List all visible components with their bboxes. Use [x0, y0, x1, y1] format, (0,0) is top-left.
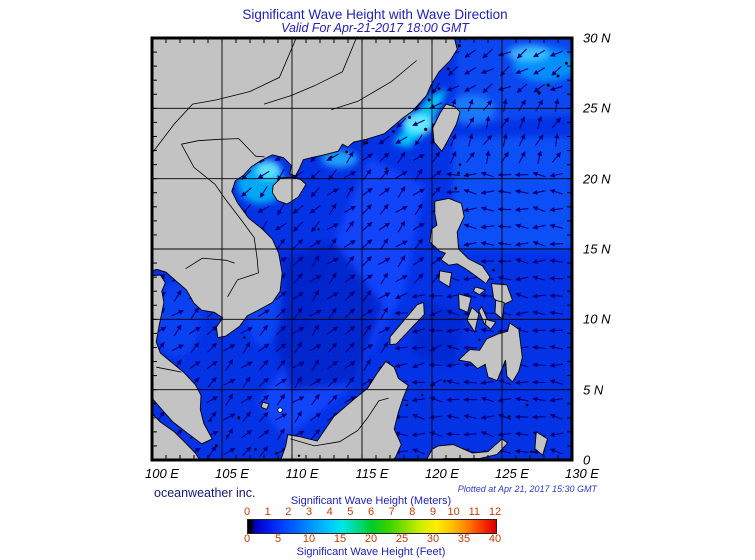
x-axis-label: 125 E	[495, 466, 529, 481]
colorbar-feet-tick: 30	[426, 533, 440, 545]
y-axis-label: 10 N	[583, 311, 611, 327]
colorbar-meters-tick: 2	[285, 506, 292, 518]
land-palawan	[389, 301, 425, 346]
x-axis-label: 130 E	[565, 466, 599, 481]
land-luzon	[429, 197, 491, 285]
colorbar-feet-tick: 20	[364, 533, 378, 545]
land-mindanao	[457, 322, 523, 383]
colorbar-title-feet: Significant Wave Height (Feet)	[296, 546, 446, 558]
x-axis-label: 105 E	[215, 466, 249, 481]
land-masbate	[472, 286, 487, 296]
colorbar-meters-tick: 0	[243, 506, 251, 518]
colorbar-gradient	[247, 519, 497, 534]
x-axis-label: 115 E	[355, 466, 389, 481]
valid-time-subtitle: Valid For Apr-21-2017 18:00 GMT	[281, 21, 469, 35]
colorbar-meters-tick: 6	[367, 506, 375, 518]
y-axis-label: 30 N	[583, 30, 611, 46]
colorbar-feet-tick: 0	[243, 533, 251, 545]
land-natuna	[260, 401, 270, 410]
colorbar-meters-tick: 1	[264, 506, 271, 518]
colorbar-meters-tick: 4	[326, 506, 333, 518]
x-axis-label: 120 E	[425, 466, 459, 481]
x-axis-label: 110 E	[285, 466, 319, 481]
land-halmahera	[534, 431, 549, 456]
colorbar-meters-tick: 10	[447, 506, 460, 518]
colorbar-meters-tick: 8	[409, 506, 416, 518]
colorbar-meters-tick: 9	[429, 506, 437, 518]
colorbar-meters-tick: 3	[305, 506, 313, 518]
land-hainan	[271, 176, 307, 205]
credit-text: oceanweather inc.	[154, 486, 256, 500]
colorbar-feet-tick: 15	[333, 533, 347, 545]
y-axis-label: 25 N	[583, 100, 611, 116]
plotted-at-text: Plotted at Apr 21, 2017 15:30 GMT	[457, 484, 597, 494]
colorbar-meters-tick: 12	[488, 506, 502, 518]
y-axis-label: 0	[583, 452, 591, 468]
colorbar-meters-tick: 5	[347, 506, 354, 518]
colorbar-feet-tick: 35	[457, 533, 471, 545]
y-axis-label: 15 N	[583, 241, 611, 257]
colorbar-feet-tick: 25	[395, 533, 409, 545]
land-mainland-asia	[152, 38, 458, 339]
land-borneo	[280, 360, 409, 460]
colorbar-title-meters: Significant Wave Height (Meters)	[290, 495, 452, 507]
page-title: Significant Wave Height with Wave Direct…	[242, 7, 508, 22]
x-axis-label: 100 E	[145, 466, 179, 481]
land-sumatra	[152, 412, 201, 460]
colorbar-meters-tick: 7	[388, 506, 395, 518]
land-malay-peninsula	[152, 274, 213, 445]
land-mindoro	[438, 270, 453, 288]
colorbar-feet-tick: 40	[488, 533, 502, 545]
land-taiwan	[432, 103, 461, 152]
colorbar-feet-tick: 10	[302, 533, 316, 545]
y-axis-label: 20 N	[583, 171, 611, 187]
colorbar-meters-tick: 11	[468, 506, 481, 518]
land-bohol	[484, 318, 497, 330]
y-axis-label: 5 N	[583, 382, 604, 398]
colorbar-feet-tick: 5	[274, 533, 282, 545]
land-panay	[458, 293, 472, 313]
